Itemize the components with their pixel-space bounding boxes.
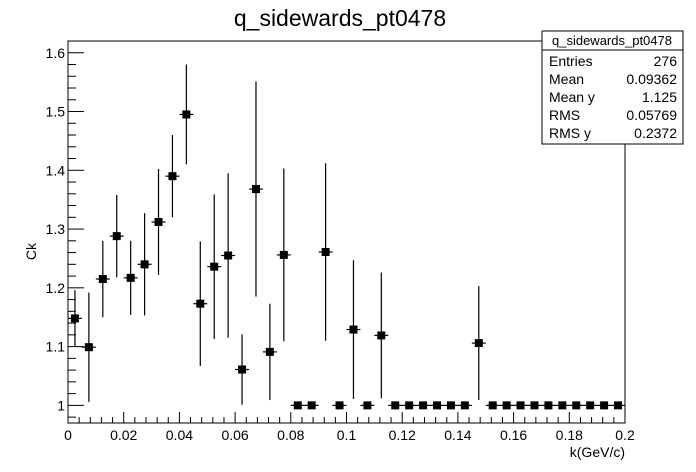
data-point [210,262,219,271]
data-point [293,401,302,410]
x-tick-label: 0.02 [110,427,137,443]
data-point [391,401,400,410]
data-point [460,401,469,410]
data-point [251,185,260,194]
data-point [196,299,205,308]
data-point [586,401,595,410]
stats-label-entries: Entries [549,53,593,69]
y-tick-label: 1 [57,397,65,413]
data-point [154,218,163,227]
y-axis-label: Ck [23,242,39,260]
x-tick-label: 0.14 [444,427,471,443]
data-point [84,343,93,352]
data-point [279,250,288,259]
x-tick-label: 0.16 [500,427,527,443]
data-point [168,172,177,181]
x-tick-label: 0.12 [389,427,416,443]
stats-label-rms-y: RMS y [549,125,591,141]
data-point [502,401,511,410]
data-point [363,401,372,410]
plot-frame [67,40,626,424]
data-point [446,401,455,410]
x-tick-label: 0.04 [166,427,193,443]
data-point [112,232,121,241]
x-axis: 0 0.02 0.04 0.06 0.08 0.1 0.12 0.14 0.16 0.18 0.2 [64,412,635,443]
stats-label-mean-y: Mean y [549,89,595,105]
data-point [238,365,247,374]
stats-value-entries: 276 [654,53,678,69]
stats-box: q_sidewards_pt0478 Entries 276 Mean 0.09… [541,30,684,145]
data-point [321,247,330,256]
data-point [140,260,149,269]
x-axis-label: k(GeV/c) [570,444,625,460]
data-point [516,401,525,410]
chart-title: q_sidewards_pt0478 [234,5,446,31]
stats-label-rms: RMS [549,107,580,123]
data-point [307,401,316,410]
data-point [405,401,414,410]
y-tick-label: 1.2 [46,280,66,296]
y-axis: 1 1.1 1.2 1.3 1.4 1.5 1.6 [46,40,84,418]
x-tick-label: 0.06 [221,427,248,443]
stats-value-rms: 0.05769 [626,107,677,123]
data-point [488,401,497,410]
x-tick-label: 0.08 [277,427,304,443]
x-tick-label: 0 [64,427,72,443]
y-tick-label: 1.5 [46,104,66,120]
x-tick-label: 0.2 [615,427,635,443]
stats-value-mean: 0.09362 [626,71,677,87]
data-point [182,110,191,119]
data-point [530,401,539,410]
data-point [558,401,567,410]
data-point [98,275,107,284]
stats-label-mean: Mean [549,71,584,87]
data-point [335,401,344,410]
stats-value-rms-y: 0.2372 [634,125,677,141]
y-tick-label: 1.3 [46,221,66,237]
data-point [126,273,135,282]
data-point [600,401,609,410]
data-point [614,401,623,410]
x-tick-label: 0.18 [556,427,583,443]
data-point [377,331,386,340]
data-point [544,401,553,410]
x-tick-label: 0.1 [337,427,357,443]
y-tick-label: 1.6 [46,45,66,61]
data-point [265,347,274,356]
y-tick-label: 1.4 [46,162,66,178]
y-tick-label: 1.1 [46,339,66,355]
data-point [433,401,442,410]
stats-value-mean-y: 1.125 [642,89,677,105]
stats-title: q_sidewards_pt0478 [552,33,672,48]
data-point [349,325,358,334]
data-layer [68,64,625,410]
data-point [419,401,428,410]
data-point [70,314,79,323]
data-point [474,339,483,348]
data-point [224,251,233,260]
data-point [572,401,581,410]
